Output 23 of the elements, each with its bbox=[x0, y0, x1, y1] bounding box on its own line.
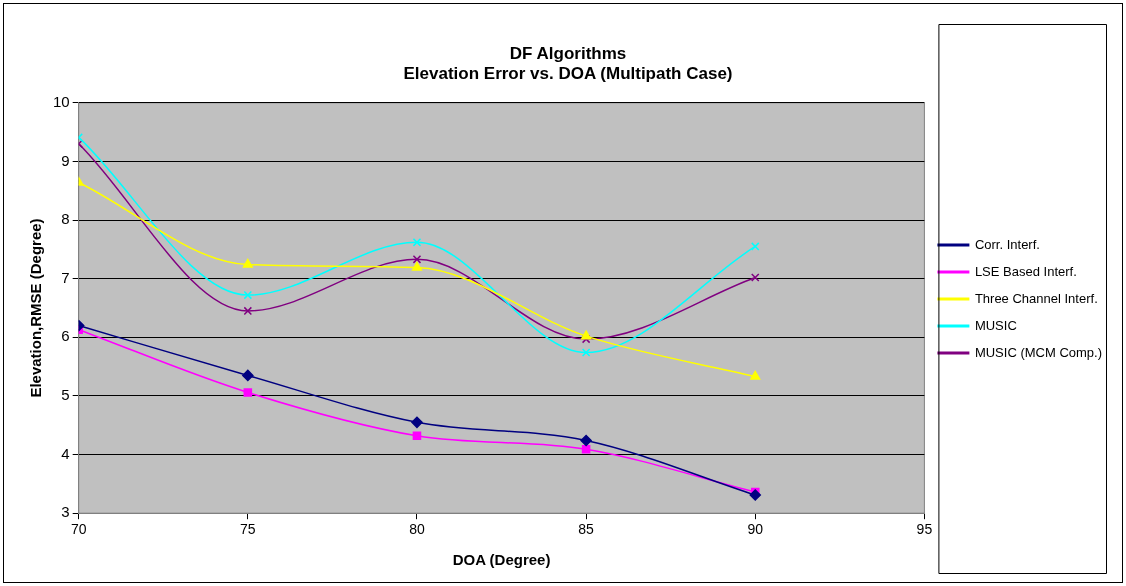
y-tick-label: 6 bbox=[61, 327, 70, 345]
y-tick-label: 10 bbox=[53, 92, 70, 110]
y-tick-label: 5 bbox=[61, 386, 70, 404]
y-tick-label: 3 bbox=[61, 503, 70, 521]
x-tick-label: 70 bbox=[70, 521, 87, 538]
y-tick-label: 7 bbox=[61, 268, 70, 286]
x-axis-title: DOA (Degree) bbox=[452, 551, 551, 569]
x-tick-label: 85 bbox=[578, 521, 595, 538]
x-tick-label: 95 bbox=[916, 521, 933, 538]
legend-label: Three Channel Interf. bbox=[974, 290, 1098, 306]
y-tick-label: 4 bbox=[61, 444, 70, 462]
y-tick-label: 9 bbox=[61, 151, 70, 169]
legend-label: LSE Based Interf. bbox=[974, 263, 1077, 279]
legend-label: MUSIC bbox=[974, 317, 1017, 333]
y-axis-title: Elevation,RMSE (Degree) bbox=[27, 218, 45, 398]
x-tick-label: 90 bbox=[747, 521, 764, 538]
legend-label: MUSIC (MCM Comp.) bbox=[974, 344, 1102, 360]
y-tick-label: 8 bbox=[61, 210, 70, 228]
chart-title: DF Algorithms bbox=[509, 43, 627, 63]
legend-label: Corr. Interf. bbox=[974, 236, 1040, 252]
x-tick-label: 80 bbox=[409, 521, 425, 538]
chart-subtitle: Elevation Error vs. DOA (Multipath Case) bbox=[403, 64, 733, 84]
x-tick-label: 75 bbox=[240, 521, 256, 538]
